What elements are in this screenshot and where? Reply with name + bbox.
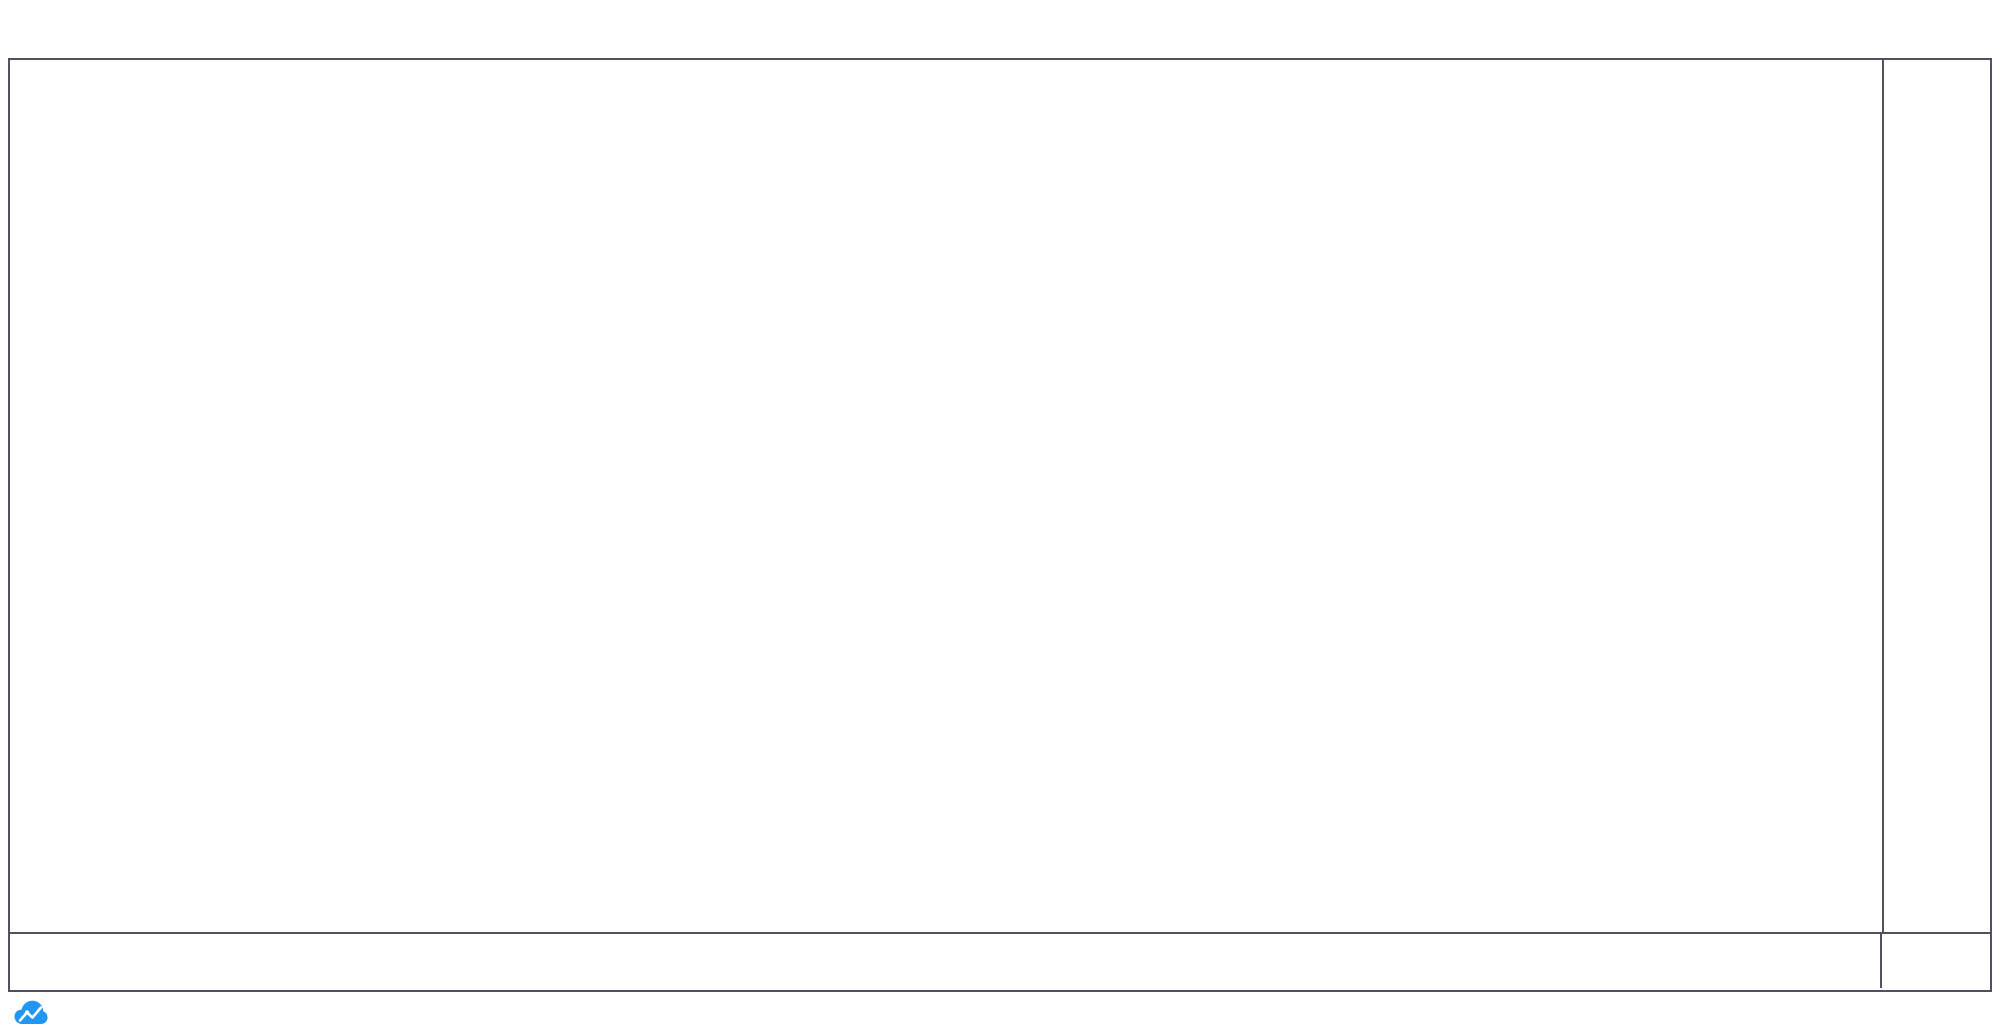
tradingview-logo-icon — [14, 1000, 48, 1024]
price-scale[interactable] — [1882, 60, 1990, 932]
time-scale-inner — [10, 934, 1882, 988]
footer-branding — [14, 996, 58, 1030]
chart-header — [0, 0, 2000, 58]
price-series-layer — [10, 60, 1882, 932]
chart-frame[interactable] — [8, 58, 1992, 934]
chart-plot-area[interactable] — [10, 60, 1882, 932]
time-scale[interactable] — [8, 934, 1992, 992]
